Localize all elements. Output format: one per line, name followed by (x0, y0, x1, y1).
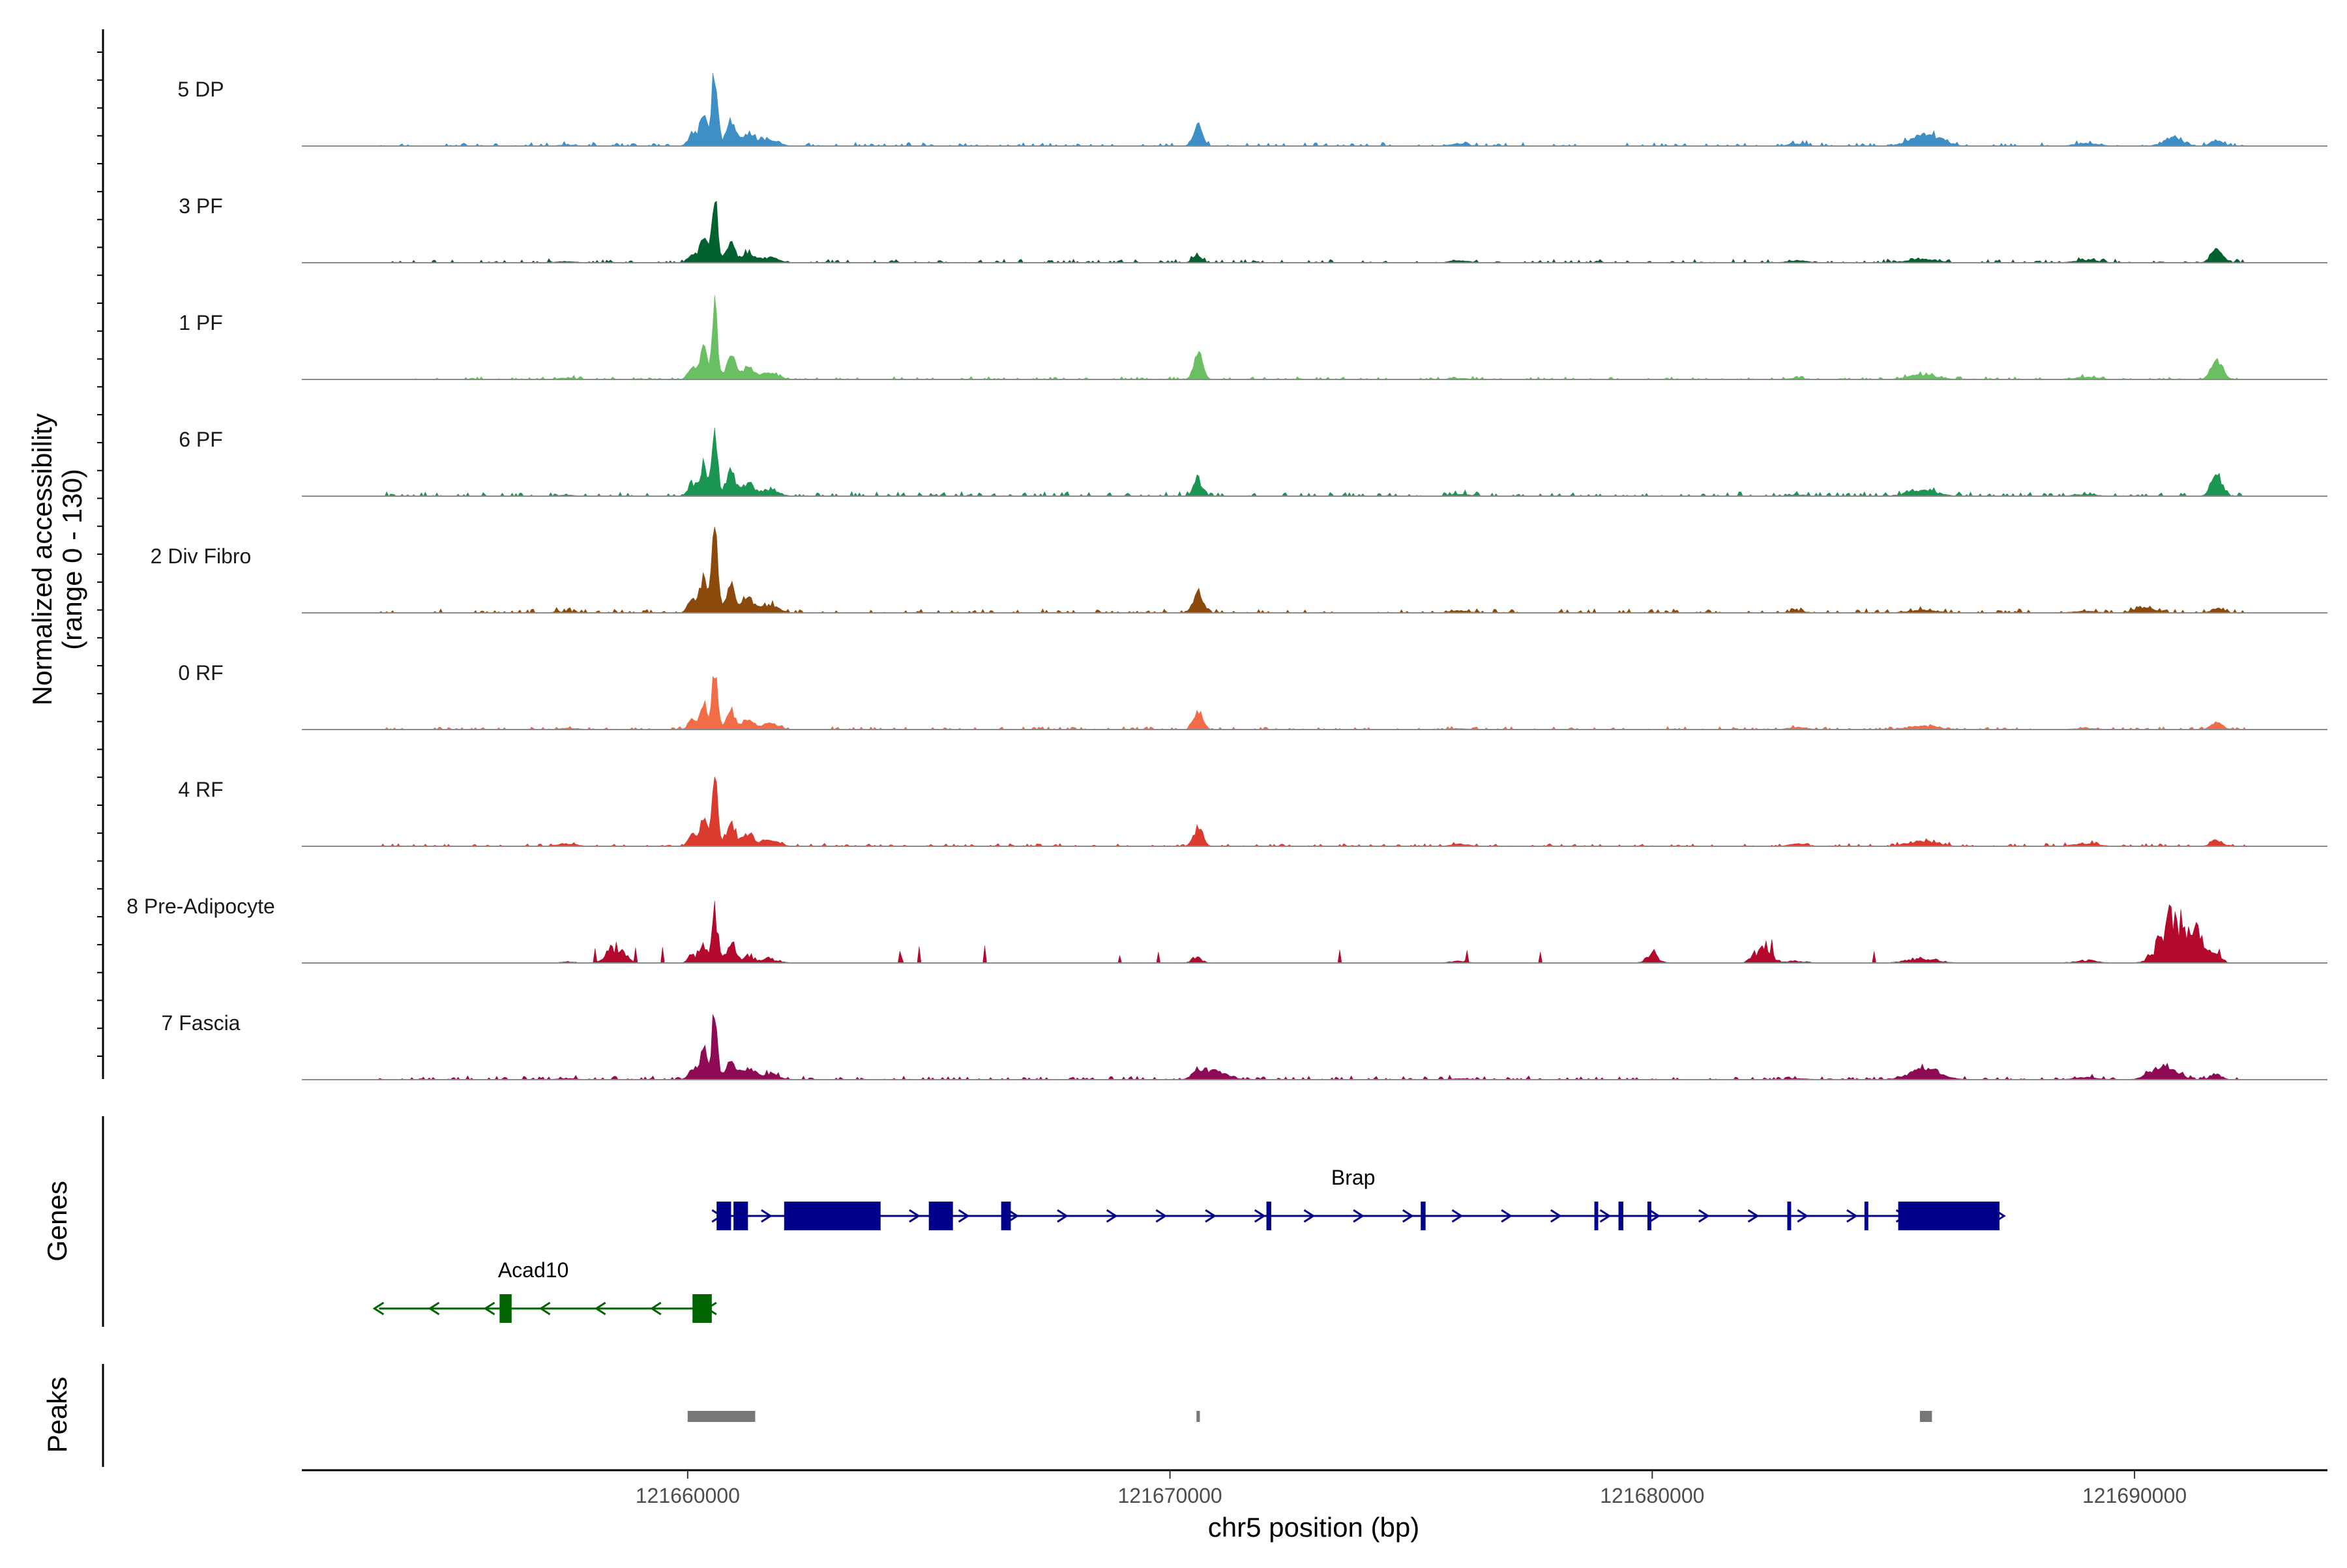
gene-label-acad10: Acad10 (498, 1258, 569, 1282)
track-label-1-pf: 1 PF (179, 311, 223, 334)
strand-arrow (1797, 1209, 1809, 1223)
coverage-area-0-rf (379, 675, 2246, 730)
strand-arrow (1649, 1209, 1661, 1223)
strand-arrow (1155, 1209, 1168, 1223)
x-tick-label: 121690000 (2082, 1484, 2187, 1507)
strand-arrow (958, 1209, 970, 1223)
coverage-area-1-pf (379, 295, 2247, 380)
track-label-8-pre-adipocyte: 8 Pre-Adipocyte (126, 895, 275, 918)
exon (1001, 1202, 1011, 1230)
exon (784, 1202, 881, 1230)
strand-arrow (1353, 1209, 1365, 1223)
strand-arrow (909, 1209, 921, 1223)
track-label-5-dp: 5 DP (177, 78, 224, 101)
coverage-track-8-pre-adipocyte: 8 Pre-Adipocyte (126, 895, 2327, 964)
x-tick-label: 121660000 (636, 1484, 740, 1507)
exon (716, 1202, 731, 1230)
strand-arrow (1846, 1209, 1858, 1223)
track-label-3-pf: 3 PF (179, 194, 223, 218)
strand-arrow (1599, 1209, 1612, 1223)
coverage-area-3-pf (379, 200, 2246, 263)
y-axis-title-line-1: Normalized accessibility (27, 413, 57, 705)
peak-region (687, 1411, 756, 1422)
exon (692, 1294, 712, 1323)
strand-arrow (483, 1301, 495, 1316)
strand-arrow (649, 1301, 662, 1316)
strand-arrow (594, 1301, 606, 1316)
coverage-area-6-pf (379, 427, 2246, 497)
coverage-track-4-rf: 4 RF (178, 777, 2327, 847)
x-tick-label: 121680000 (1600, 1484, 1704, 1507)
exon (928, 1202, 953, 1230)
exon (1898, 1202, 2000, 1230)
gene-label-brap: Brap (1331, 1166, 1376, 1189)
strand-arrow (1402, 1209, 1414, 1223)
strand-arrow (1303, 1209, 1316, 1223)
track-label-2-div-fibro: 2 Div Fibro (151, 544, 252, 568)
coverage-track-6-pf: 6 PF (179, 427, 2327, 497)
coverage-track-2-div-fibro: 2 Div Fibro (151, 526, 2327, 614)
exon (733, 1202, 748, 1230)
peak-annotation-track (687, 1411, 1932, 1422)
coverage-area-5-dp (379, 72, 2246, 147)
gene-annotation-track: Brap Acad10 (372, 1166, 2006, 1323)
track-label-6-pf: 6 PF (179, 428, 223, 451)
y-axis-ticks (97, 52, 103, 1057)
strand-arrow (1451, 1209, 1464, 1223)
strand-arrow (1007, 1209, 1020, 1223)
strand-arrow (1550, 1209, 1562, 1223)
peaks-track-title: Peaks (42, 1377, 72, 1453)
exon (1787, 1202, 1792, 1230)
gene-model-acad10: Acad10 (372, 1258, 717, 1323)
coverage-track-1-pf: 1 PF (179, 295, 2327, 380)
peak-region (1196, 1411, 1200, 1422)
coverage-area-2-div-fibro (378, 526, 2246, 614)
coverage-area-7-fascia (379, 1014, 2246, 1080)
coverage-track-5-dp: 5 DP (177, 72, 2327, 147)
exon (499, 1294, 512, 1323)
coverage-tracks: 5 DP 3 PF 1 PF 6 PF 2 Div Fibro 0 RF 4 RF 8 Pre… (126, 72, 2327, 1080)
exon (1618, 1202, 1623, 1230)
exon (1864, 1202, 1868, 1230)
peak-region (1919, 1411, 1932, 1422)
exon (1421, 1202, 1426, 1230)
strand-arrow (761, 1209, 773, 1223)
x-axis-ticks: 121660000 121670000 121680000 121690000 (636, 1470, 2187, 1507)
coverage-track-0-rf: 0 RF (178, 661, 2327, 730)
coverage-track-3-pf: 3 PF (179, 194, 2327, 263)
track-label-4-rf: 4 RF (178, 778, 223, 801)
strand-arrow (428, 1301, 440, 1316)
genes-track-title: Genes (42, 1181, 72, 1262)
strand-arrow (1698, 1209, 1710, 1223)
exon (1266, 1202, 1271, 1230)
y-axis-title-line-2: (range 0 - 130) (57, 469, 87, 650)
strand-arrow (1747, 1209, 1760, 1223)
strand-arrow (1057, 1209, 1069, 1223)
strand-arrow (372, 1301, 385, 1316)
exon (1647, 1202, 1651, 1230)
coverage-area-8-pre-adipocyte (379, 900, 2246, 964)
x-tick-label: 121670000 (1117, 1484, 1222, 1507)
strand-arrow (1205, 1209, 1217, 1223)
gene-model-brap: Brap (711, 1166, 2006, 1230)
exon (1594, 1202, 1599, 1230)
strand-arrow (539, 1301, 551, 1316)
strand-arrow (1501, 1209, 1513, 1223)
track-label-0-rf: 0 RF (178, 661, 223, 685)
strand-arrow (1254, 1209, 1266, 1223)
axes: 121660000 121670000 121680000 121690000 (97, 29, 2327, 1507)
strand-arrow (1106, 1209, 1118, 1223)
coverage-area-4-rf (379, 777, 2246, 847)
coverage-track-7-fascia: 7 Fascia (162, 1011, 2327, 1080)
track-label-7-fascia: 7 Fascia (162, 1011, 241, 1035)
x-axis-title: chr5 position (bp) (1208, 1512, 1420, 1543)
